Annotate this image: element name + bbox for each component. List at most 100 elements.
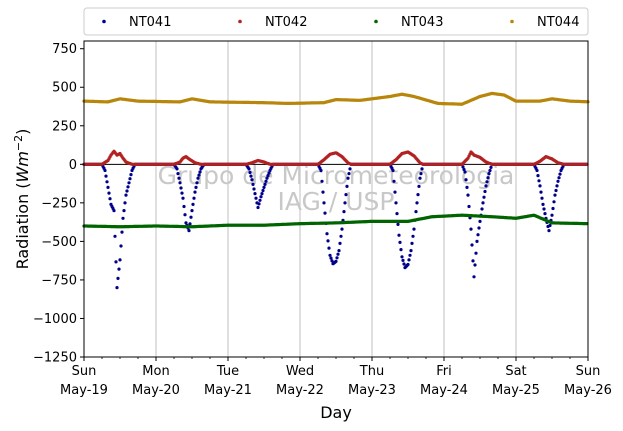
point-NT041 (539, 190, 543, 194)
x-tick-weekday-2: Tue (216, 364, 239, 379)
point-NT041 (335, 256, 339, 260)
point-NT041 (463, 170, 467, 174)
x-tick-date-6: May-25 (492, 383, 540, 398)
point-NT041 (535, 168, 539, 173)
point-NT041 (195, 181, 199, 185)
point-NT041 (261, 188, 265, 193)
point-NT041 (339, 234, 343, 238)
y-axis: −1250 −1000 −750 −500 −250 0 250 500 750 (33, 42, 84, 366)
point-NT041 (399, 248, 403, 252)
point-NT041 (328, 253, 332, 257)
point-NT041 (104, 174, 108, 178)
y-axis-title: Radiation (Wm−2) (12, 129, 33, 270)
point-NT041 (551, 206, 555, 211)
x-tick-date-3: May-22 (276, 383, 324, 398)
point-NT041 (414, 210, 418, 214)
point-NT041 (249, 174, 253, 178)
point-NT041 (548, 223, 552, 228)
point-NT041 (338, 241, 342, 245)
legend-marker-NT044 (510, 19, 514, 24)
point-NT041 (105, 180, 109, 184)
point-NT041 (473, 263, 477, 267)
point-NT041 (175, 167, 179, 171)
point-NT041 (412, 227, 416, 231)
point-NT041 (252, 187, 256, 191)
point-NT041 (184, 221, 188, 225)
point-NT041 (345, 184, 349, 188)
point-NT041 (334, 259, 338, 263)
point-NT041 (125, 189, 129, 193)
point-NT041 (320, 179, 324, 183)
point-NT041 (407, 258, 411, 262)
point-NT041 (556, 179, 560, 183)
point-NT041 (123, 201, 127, 205)
y-tick-label-1: −1000 (33, 312, 77, 327)
point-NT041 (558, 172, 562, 176)
point-NT041 (124, 193, 128, 197)
point-NT041 (555, 184, 559, 188)
point-NT041 (484, 184, 488, 188)
point-NT041 (554, 188, 558, 193)
point-NT041 (347, 172, 351, 176)
point-NT041 (416, 193, 420, 197)
point-NT041 (410, 241, 414, 245)
point-NT041 (321, 190, 325, 194)
point-NT041 (121, 216, 125, 220)
point-NT041 (191, 202, 195, 206)
y-tick-label-4: −250 (41, 196, 77, 211)
series-NT043 (82, 213, 589, 229)
legend-label-NT041: NT041 (129, 15, 171, 30)
legend-marker-NT042 (238, 19, 242, 24)
point-NT041 (256, 205, 260, 210)
point-NT041 (411, 234, 415, 238)
y-tick-label-3: −500 (41, 235, 77, 250)
y-axis-title-exp: −2 (12, 135, 25, 151)
point-NT041 (541, 202, 545, 206)
x-tick-weekday-0: Sun (72, 364, 97, 379)
point-NT041 (342, 210, 346, 214)
point-NT041 (266, 174, 270, 178)
point-NT041 (394, 201, 398, 205)
point-NT041 (129, 173, 133, 177)
point-NT041 (192, 196, 196, 200)
series-NT042 (82, 149, 589, 166)
point-NT041 (348, 167, 352, 171)
point-NT041 (176, 172, 180, 176)
point-NT041 (122, 209, 126, 213)
legend: NT041 NT042 NT043 NT044 (83, 7, 589, 36)
point-NT041 (330, 259, 334, 263)
point-NT041 (190, 209, 194, 213)
x-tick-weekday-4: Thu (359, 364, 384, 379)
point-NT041 (120, 230, 124, 234)
point-NT041 (117, 267, 121, 271)
watermark: Grupo de Micrometeorologia IAG / USP (158, 161, 515, 216)
point-NT041 (329, 256, 333, 260)
point-NT041 (471, 259, 475, 263)
point-NT041 (198, 170, 202, 174)
x-tick-date-0: May-19 (60, 383, 108, 398)
point-NT041 (181, 196, 185, 200)
point-NT041 (254, 196, 258, 200)
point-NT041 (258, 198, 262, 202)
point-NT041 (408, 253, 412, 257)
point-NT041 (262, 185, 266, 189)
point-NT041 (482, 195, 486, 199)
grid-lines (155, 41, 517, 357)
x-tick-weekday-3: Wed (286, 364, 314, 379)
point-NT041 (247, 167, 251, 171)
data-series (82, 91, 590, 290)
point-NT041 (264, 179, 268, 183)
point-NT041 (344, 193, 348, 197)
point-NT041 (180, 191, 184, 195)
x-tick-date-1: May-20 (132, 383, 180, 398)
point-NT041 (319, 168, 323, 173)
point-NT041 (461, 165, 465, 169)
point-NT041 (481, 201, 485, 205)
point-NT041 (114, 260, 118, 264)
x-tick-weekday-1: Mon (142, 364, 169, 379)
point-NT041 (420, 167, 424, 171)
point-NT041 (557, 176, 561, 180)
point-NT041 (550, 213, 554, 217)
watermark-line-2: IAG / USP (278, 187, 395, 216)
